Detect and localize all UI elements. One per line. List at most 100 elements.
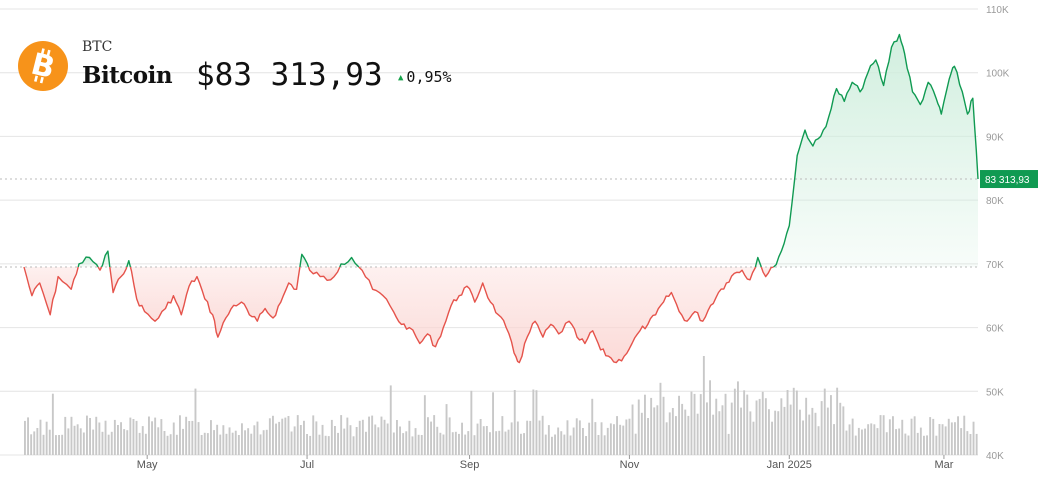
volume-bar	[284, 417, 287, 455]
volume-bar	[250, 433, 253, 455]
price-line-down	[760, 266, 774, 278]
volume-bar	[160, 419, 163, 455]
volume-bar	[671, 408, 674, 455]
volume-bar	[650, 397, 653, 455]
volume-bar	[867, 424, 870, 455]
volume-bar	[551, 436, 553, 455]
volume-bar	[799, 409, 801, 455]
volume-bar	[820, 401, 823, 455]
volume-bar	[241, 423, 243, 455]
volume-bar	[919, 427, 922, 455]
volume-bar	[628, 418, 631, 455]
volume-bar	[33, 431, 36, 455]
volume-bar	[963, 415, 966, 455]
volume-bar	[557, 427, 560, 455]
volume-bar	[575, 418, 578, 455]
volume-bar	[864, 428, 866, 455]
area-fill-down	[109, 267, 127, 293]
volume-bar	[383, 419, 386, 455]
volume-bar	[197, 422, 200, 455]
volume-bar	[346, 417, 349, 455]
volume-bar	[678, 395, 680, 455]
volume-bar	[538, 420, 541, 455]
current-price: $83 313,93	[196, 57, 383, 93]
price-line-down	[307, 266, 341, 281]
volume-bar	[758, 398, 761, 455]
volume-bar	[764, 398, 767, 455]
volume-bar	[761, 391, 764, 455]
volume-bar	[600, 422, 603, 455]
price-line-up	[754, 256, 762, 268]
volume-bar	[337, 432, 339, 455]
volume-bar	[724, 393, 727, 455]
volume-bar	[234, 430, 237, 455]
price-change-value: 0,95%	[406, 68, 452, 86]
volume-bar	[163, 431, 166, 455]
volume-bar	[585, 436, 587, 455]
volume-bar	[888, 419, 891, 455]
volume-bar	[442, 434, 445, 455]
volume-bar	[386, 423, 389, 455]
volume-bar	[343, 428, 346, 455]
volume-bar	[597, 435, 600, 455]
volume-bar	[219, 434, 222, 455]
volume-bar	[727, 433, 730, 455]
volume-bar	[39, 419, 42, 455]
volume-bar	[690, 391, 693, 455]
volume-bar	[566, 420, 569, 455]
volume-bar	[318, 434, 321, 455]
volume-bar	[923, 435, 925, 455]
volume-bar	[110, 431, 113, 455]
volume-bar	[216, 424, 219, 455]
price-line-up	[299, 253, 310, 268]
volume-bar	[513, 390, 516, 455]
volume-bar	[36, 428, 39, 455]
volume-bar	[699, 394, 702, 455]
volume-bar	[684, 409, 687, 455]
volume-bar	[73, 425, 76, 455]
volume-bar	[814, 412, 817, 455]
volume-bar	[324, 435, 327, 455]
volume-bar	[535, 390, 538, 455]
volume-bar	[693, 393, 696, 455]
volume-bar	[138, 432, 141, 455]
volume-bar	[895, 429, 897, 455]
asset-header: B BTC Bitcoin $83 313,93 ▲ 0,95%	[18, 38, 498, 98]
volume-bar	[427, 417, 429, 455]
volume-bar	[681, 403, 684, 455]
price-line-up	[100, 250, 111, 268]
volume-bar	[225, 433, 228, 455]
volume-bar	[957, 416, 959, 455]
volume-bar	[166, 435, 169, 455]
volume-bar	[929, 417, 932, 455]
price-line-down	[358, 266, 757, 364]
volume-bar	[151, 421, 153, 455]
volume-bar	[870, 423, 873, 455]
y-axis: 40K 50K 60K 70K 80K 90K 100K 110K	[986, 5, 1010, 462]
x-tick-label: May	[137, 459, 158, 471]
volume-bar	[175, 434, 178, 455]
volume-bar	[507, 429, 510, 455]
volume-bar	[265, 429, 268, 455]
volume-bar	[355, 427, 358, 455]
volume-bar	[82, 432, 85, 455]
volume-bar	[892, 416, 894, 455]
volume-bar	[532, 389, 535, 455]
volume-bar	[805, 397, 808, 455]
volume-bar	[399, 426, 401, 455]
volume-bar	[634, 433, 637, 455]
volume-bar	[132, 419, 135, 455]
volume-bar	[544, 434, 547, 455]
volume-bar	[213, 430, 215, 455]
volume-bar	[498, 430, 501, 455]
volume-bar	[374, 424, 377, 455]
volume-bar	[454, 431, 457, 455]
price-line-down	[23, 266, 79, 316]
price-line[interactable]	[23, 33, 979, 364]
volume-bar	[392, 432, 395, 455]
volume-bar	[272, 415, 274, 455]
volume-bar	[98, 422, 101, 455]
volume-bar	[771, 421, 773, 455]
volume-bar	[330, 419, 333, 455]
volume-bar	[476, 423, 479, 455]
